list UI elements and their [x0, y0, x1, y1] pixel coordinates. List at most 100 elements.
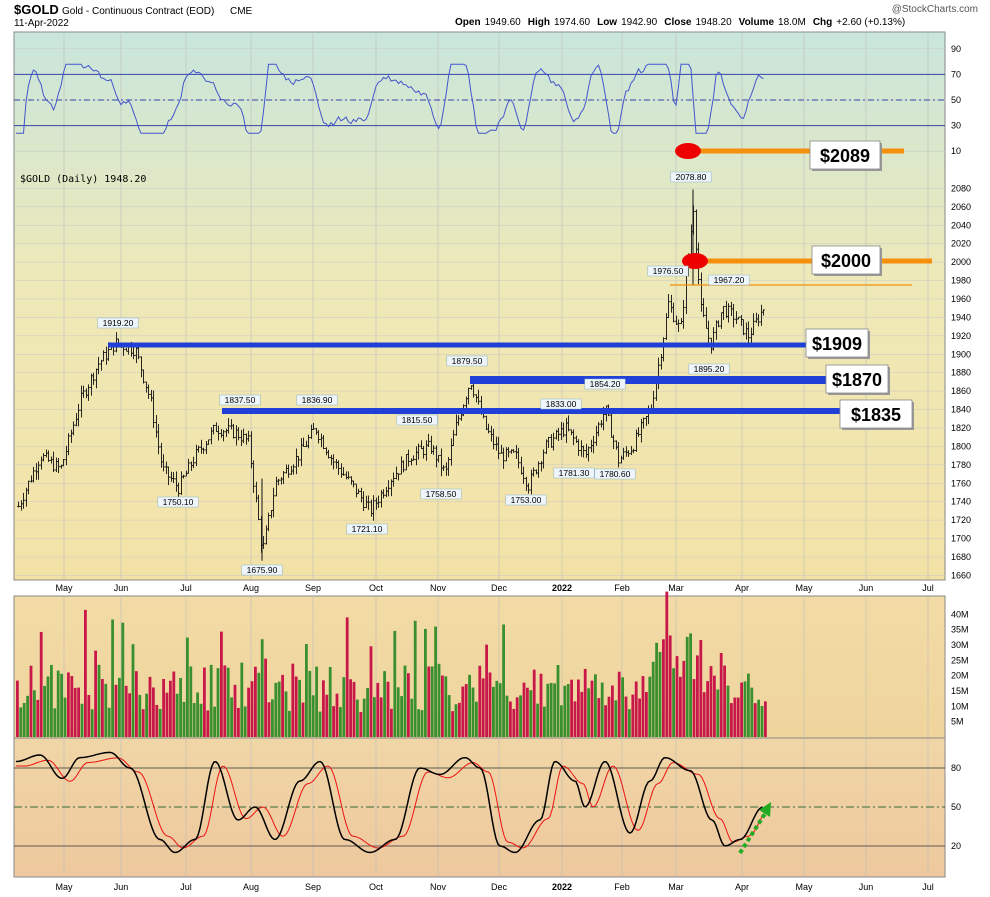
- volume-bar: [352, 681, 356, 737]
- volume-bar: [335, 693, 339, 737]
- target-2089-label: $2089: [820, 146, 870, 166]
- volume-bar: [162, 678, 165, 737]
- price-annotation-box: [446, 355, 488, 367]
- volume-bar: [641, 676, 645, 737]
- volume-bar: [77, 687, 80, 737]
- source-watermark: @StockCharts.com: [892, 4, 978, 15]
- volume-bar: [536, 703, 539, 737]
- volume-bar: [90, 709, 94, 737]
- date-tick-label: Oct: [369, 583, 384, 593]
- price-tick-label: 2020: [951, 239, 971, 249]
- volume-bar: [87, 694, 91, 737]
- stochastic-panel-bg: [13, 737, 946, 878]
- volume-bar: [328, 666, 332, 737]
- date-tick-label: Jul: [180, 882, 192, 892]
- volume-bar: [390, 708, 393, 737]
- volume-bar: [760, 705, 764, 737]
- volume-bar: [148, 676, 152, 737]
- date-tick-label: Aug: [243, 583, 259, 593]
- volume-bar: [726, 685, 730, 737]
- price-annotation: 1854.20: [590, 379, 621, 389]
- volume-bar: [621, 677, 624, 737]
- volume-bar: [16, 680, 19, 737]
- volume-bar: [699, 640, 703, 737]
- volume-bar: [634, 681, 638, 737]
- price-tick-label: 1940: [951, 312, 971, 322]
- volume-bar: [502, 624, 505, 737]
- volume-bar: [689, 633, 692, 737]
- price-annotation: 1967.20: [714, 275, 745, 285]
- quote-volume-value: 18.0M: [778, 17, 806, 28]
- quote-high-value: 1974.60: [554, 17, 591, 28]
- volume-bar: [366, 688, 369, 737]
- volume-bar: [281, 674, 284, 737]
- volume-bar: [716, 689, 720, 737]
- volume-bar: [155, 704, 159, 737]
- volume-bar: [624, 696, 628, 737]
- volume-bar: [121, 622, 125, 737]
- date-tick-label: Nov: [430, 583, 447, 593]
- volume-bar: [362, 698, 366, 737]
- price-legend: $GOLD (Daily) 1948.20: [20, 174, 146, 185]
- price-tick-label: 1740: [951, 497, 971, 507]
- price-annotation-box: [219, 394, 261, 406]
- volume-bar: [604, 705, 607, 737]
- volume-bar: [339, 707, 342, 737]
- price-tick-label: 1840: [951, 405, 971, 415]
- stoch-slow-line: [16, 757, 763, 849]
- volume-tick-label: 5M: [951, 717, 964, 727]
- volume-bar: [458, 702, 461, 737]
- volume-bar: [128, 693, 131, 737]
- volume-bar: [288, 710, 291, 737]
- price-annotation-box: [241, 564, 283, 576]
- volume-bar: [696, 655, 699, 737]
- date-tick-label: Dec: [491, 882, 508, 892]
- volume-bar: [427, 666, 431, 737]
- volume-bar: [182, 701, 186, 737]
- date-tick-label: Mar: [668, 882, 684, 892]
- volume-bar: [529, 690, 533, 737]
- price-annotation: 1781.30: [559, 468, 590, 478]
- volume-bar: [318, 711, 322, 737]
- price-annotation: 1753.00: [511, 495, 542, 505]
- price-annotation-box: [97, 317, 139, 329]
- date-tick-label: Feb: [614, 583, 630, 593]
- volume-bar: [546, 683, 550, 737]
- volume-bar: [254, 666, 257, 737]
- rsi-line: [16, 63, 764, 134]
- volume-bar: [672, 668, 675, 737]
- volume-bar: [209, 664, 213, 737]
- volume-bar: [73, 687, 77, 737]
- volume-bar: [373, 697, 376, 737]
- volume-bar: [532, 669, 536, 737]
- volume-bar: [46, 676, 50, 737]
- volume-bar: [519, 695, 522, 737]
- volume-bar: [203, 667, 206, 737]
- volume-bar: [658, 651, 662, 737]
- volume-bar: [260, 639, 264, 737]
- volume-bar: [400, 696, 403, 737]
- volume-bar: [237, 707, 240, 737]
- rsi-tick-label: 30: [951, 121, 961, 131]
- volume-bar: [631, 694, 635, 737]
- volume-bar: [26, 695, 29, 737]
- price-tick-label: 1660: [951, 570, 971, 580]
- volume-bar: [131, 644, 135, 737]
- volume-bar: [114, 684, 118, 737]
- volume-bar: [257, 672, 261, 737]
- volume-bar: [315, 666, 318, 737]
- volume-bar: [573, 701, 577, 737]
- volume-bar: [600, 682, 604, 737]
- exchange-label: CME: [230, 6, 253, 17]
- volume-bar: [135, 671, 138, 737]
- volume-bar: [56, 670, 60, 737]
- volume-bar: [648, 676, 652, 737]
- volume-bar: [220, 631, 223, 737]
- volume-tick-label: 40M: [951, 609, 969, 619]
- volume-bar: [298, 679, 301, 737]
- volume-bar: [713, 675, 716, 737]
- volume-bar: [556, 665, 560, 737]
- volume-bar: [376, 682, 380, 737]
- volume-bar: [662, 639, 665, 737]
- price-annotation-box: [584, 378, 626, 390]
